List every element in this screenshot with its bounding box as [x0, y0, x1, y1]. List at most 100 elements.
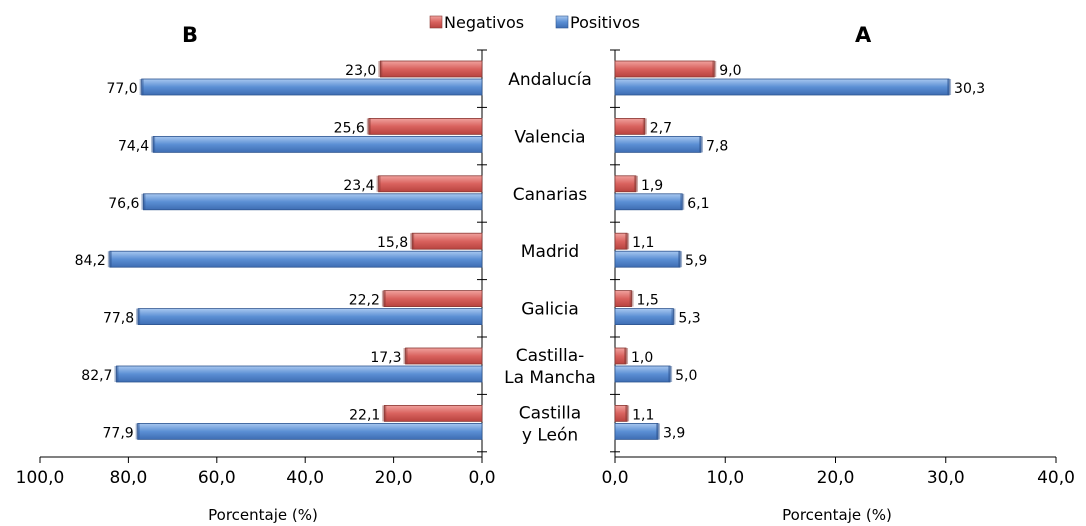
category-labels: Andalucía Valencia Canarias Madrid Galicia Ca…	[504, 70, 596, 445]
bar-cap-b-positivos	[114, 366, 119, 382]
bar-a-negativos	[614, 60, 715, 78]
bar-cap-a-negativos	[642, 118, 647, 135]
bar-a-negativos	[614, 232, 628, 250]
bar-cap-a-negativos	[625, 233, 630, 250]
x-tick-label-b: 100,0	[16, 468, 65, 488]
data-label-a-negativos: 1,1	[632, 235, 654, 251]
data-label-a-negativos: 1,1	[632, 407, 654, 423]
x-tick-label-b: 40,0	[286, 468, 324, 488]
bar-cap-b-positivos	[139, 79, 144, 95]
bar-b-positivos	[141, 78, 483, 96]
bar-cap-a-positivos	[680, 193, 685, 210]
data-label-b-positivos: 76,6	[108, 196, 139, 212]
x-tick-label-a: 40,0	[1037, 468, 1075, 488]
category-label: Madrid	[521, 242, 579, 262]
bar-a-positivos	[614, 365, 671, 383]
data-label-a-positivos: 7,8	[706, 138, 728, 154]
panel-label-a: A	[855, 23, 872, 47]
bar-cap-a-positivos	[668, 366, 673, 382]
category-label: Castilla-	[516, 346, 585, 366]
bar-cap-a-negativos	[624, 348, 629, 364]
x-tick-label-b: 20,0	[375, 468, 413, 488]
data-label-b-negativos: 22,2	[349, 293, 380, 309]
data-label-a-negativos: 1,9	[641, 178, 663, 194]
data-label-a-negativos: 1,5	[637, 293, 659, 309]
data-label-a-positivos: 5,3	[678, 311, 700, 327]
bar-b-negativos	[405, 347, 483, 365]
x-tick-label-a: 10,0	[706, 468, 744, 488]
bar-cap-a-positivos	[678, 251, 683, 268]
bar-b-positivos	[137, 422, 483, 440]
panel-a: 0,0 10,0 20,0 30,0 40,0 9,0 30,3 2,7 7,8 1,9 6,1 1,…	[601, 49, 1075, 488]
bar-cap-a-negativos	[629, 290, 634, 307]
data-label-a-positivos: 3,9	[663, 425, 685, 441]
bar-a-negativos	[614, 118, 646, 135]
bar-cap-b-positivos	[136, 308, 141, 325]
bar-cap-a-negativos	[712, 61, 717, 77]
bar-b-negativos	[379, 60, 483, 78]
data-label-a-negativos: 2,7	[650, 120, 672, 136]
data-label-a-negativos: 1,0	[631, 350, 653, 366]
bar-cap-b-negativos	[410, 233, 415, 250]
legend-label-positivos: Positivos	[570, 13, 640, 32]
data-label-b-positivos: 77,9	[103, 425, 134, 441]
x-axis-title-a: Porcentaje (%)	[782, 506, 892, 524]
bar-a-negativos	[614, 404, 628, 422]
bar-cap-b-positivos	[151, 136, 156, 153]
panel-b: 100,0 80,0 60,0 40,0 20,0 0,0 23,0 77,0 25,6 74,4…	[16, 49, 496, 488]
bar-cap-a-negativos	[625, 405, 630, 422]
bar-a-positivos	[614, 250, 681, 268]
bar-a-negativos	[614, 290, 632, 308]
legend-swatch-positivos	[555, 15, 569, 29]
bar-a-negativos	[614, 175, 637, 193]
data-label-a-negativos: 9,0	[719, 63, 741, 79]
category-label: Valencia	[514, 127, 585, 147]
bar-a-negativos	[614, 347, 627, 365]
bar-b-positivos	[152, 135, 483, 153]
data-label-b-negativos: 17,3	[370, 350, 401, 366]
bar-cap-b-negativos	[376, 175, 381, 192]
bar-b-negativos	[383, 290, 483, 308]
category-label: Andalucía	[508, 70, 592, 90]
data-label-b-positivos: 82,7	[81, 368, 112, 384]
bar-a-positivos	[614, 422, 659, 440]
x-axis-title-b: Porcentaje (%)	[208, 506, 318, 524]
legend-swatch-negativos	[429, 15, 443, 29]
legend-label-negativos: Negativos	[444, 13, 524, 32]
bar-a-positivos	[614, 135, 702, 153]
data-label-b-positivos: 84,2	[75, 253, 106, 269]
x-tick-label-a: 30,0	[927, 468, 965, 488]
data-label-b-negativos: 25,6	[334, 120, 365, 136]
x-tick-label-b: 0,0	[468, 468, 495, 488]
x-tick-label-a: 20,0	[817, 468, 855, 488]
bar-a-positivos	[614, 308, 674, 326]
bar-cap-b-positivos	[141, 193, 146, 210]
bar-b-negativos	[378, 175, 483, 193]
category-label: y León	[522, 425, 578, 445]
bar-b-negativos	[411, 232, 483, 250]
category-label: Castilla	[519, 403, 581, 423]
category-label: Galicia	[521, 300, 579, 320]
data-label-b-positivos: 77,0	[106, 81, 137, 97]
bar-cap-b-negativos	[382, 405, 387, 422]
data-label-a-positivos: 5,0	[675, 368, 697, 384]
x-tick-label-b: 60,0	[198, 468, 236, 488]
bar-cap-b-negativos	[381, 290, 386, 307]
bar-cap-b-negativos	[403, 348, 408, 364]
bar-cap-a-positivos	[655, 423, 660, 440]
bar-b-negativos	[368, 118, 483, 135]
legend: Negativos Positivos	[429, 13, 640, 32]
bar-b-positivos	[143, 193, 483, 211]
bar-b-positivos	[137, 308, 483, 326]
category-label: Canarias	[513, 185, 588, 205]
bar-cap-a-negativos	[633, 175, 638, 192]
x-tick-label-b: 80,0	[109, 468, 147, 488]
bar-a-positivos	[614, 78, 950, 96]
bar-cap-b-positivos	[107, 251, 112, 268]
data-label-b-negativos: 15,8	[377, 235, 408, 251]
data-label-a-positivos: 30,3	[954, 81, 985, 97]
bar-b-positivos	[116, 365, 483, 383]
category-label: La Mancha	[504, 368, 596, 388]
bar-cap-b-negativos	[378, 61, 383, 77]
